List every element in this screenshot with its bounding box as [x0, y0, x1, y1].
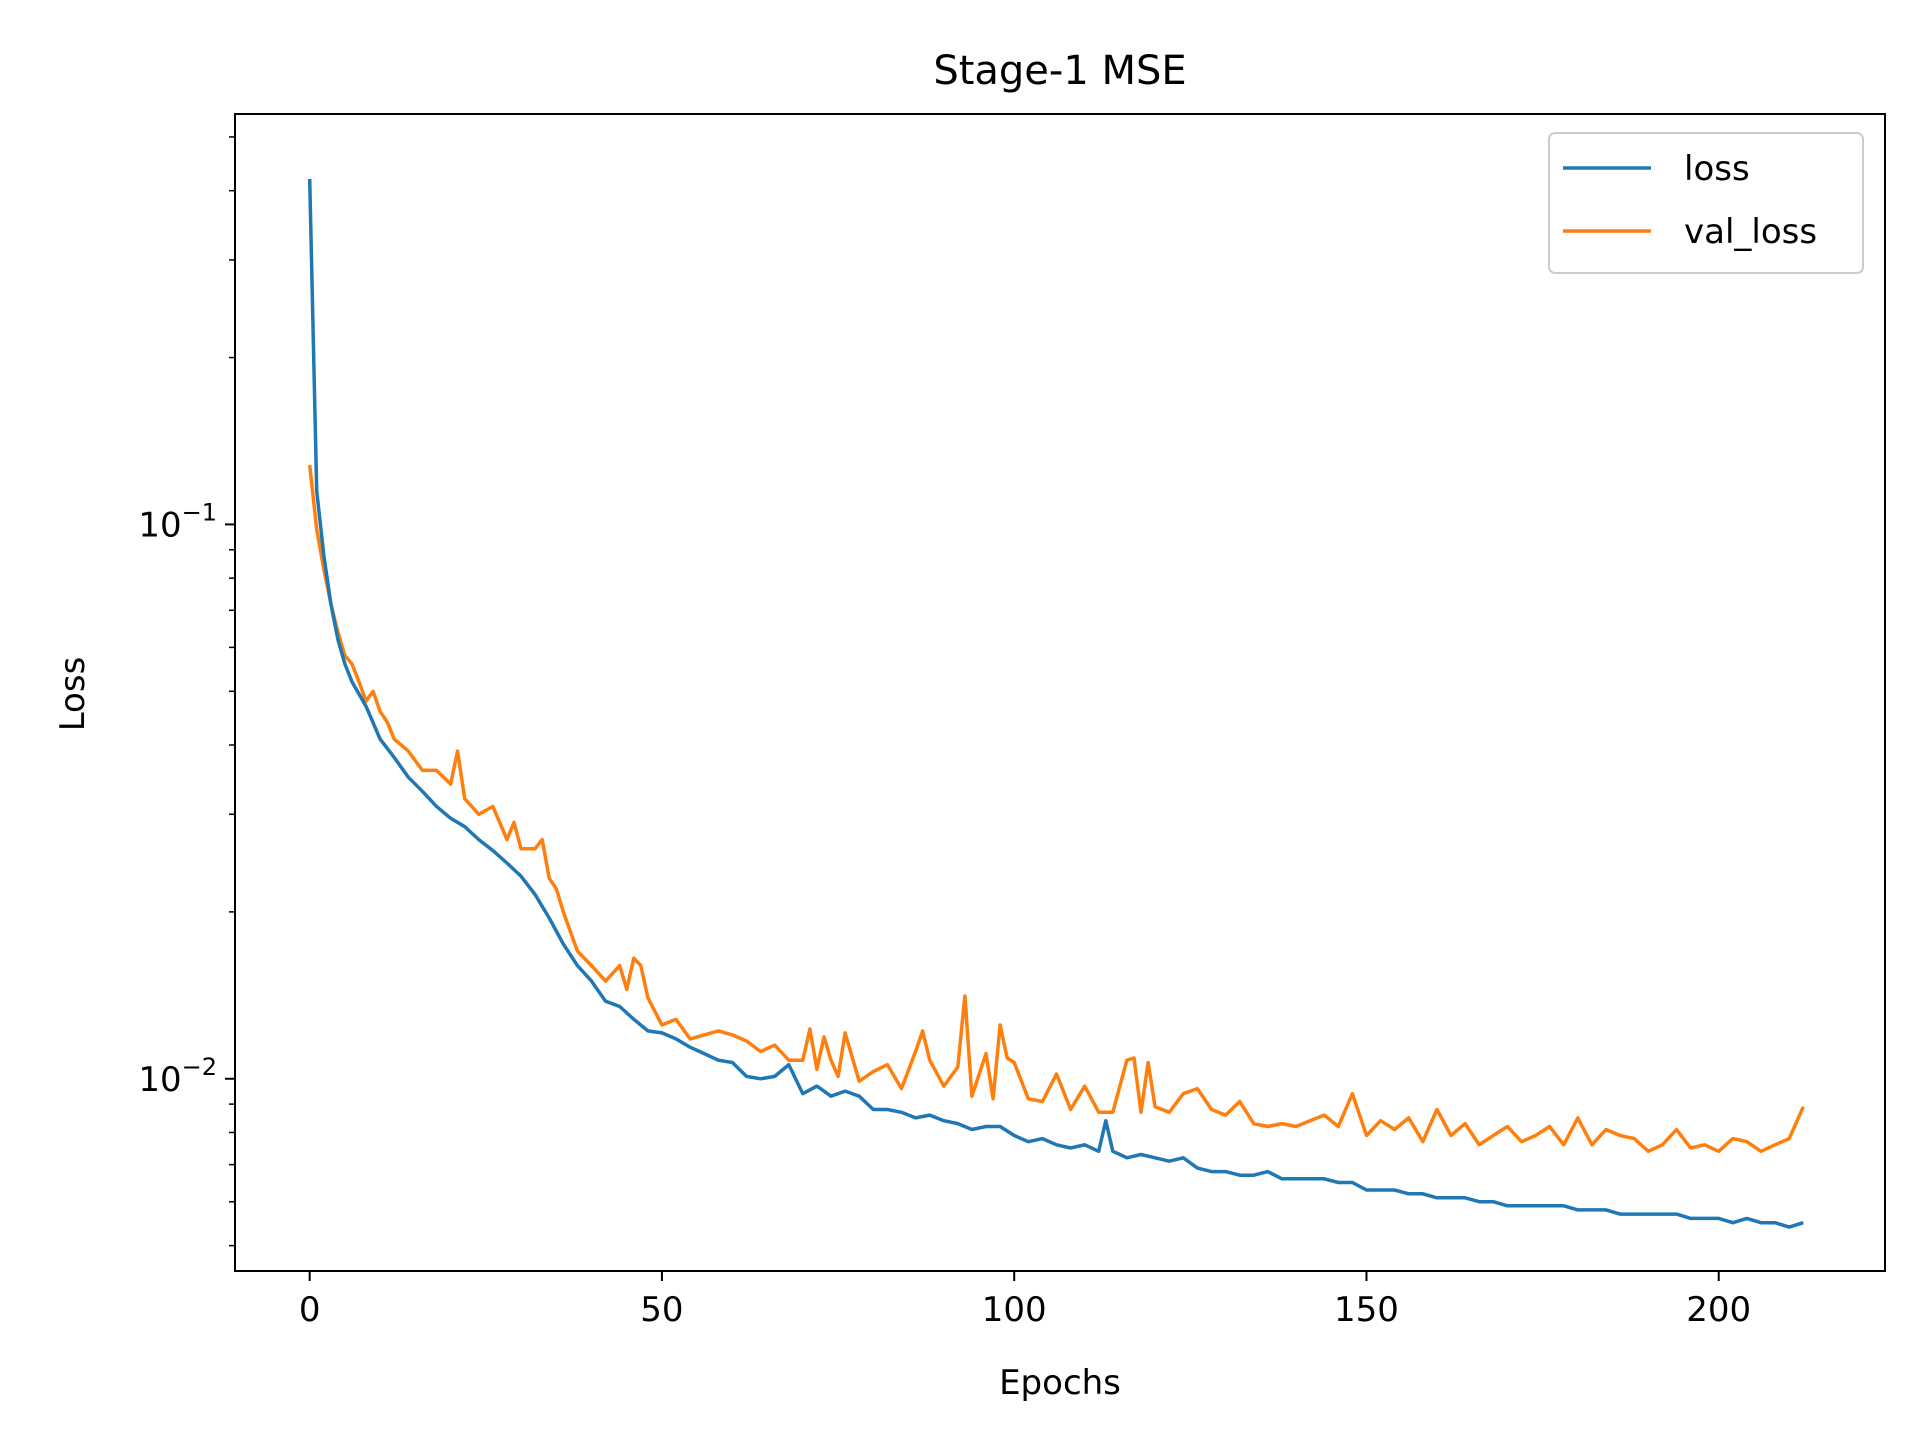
series-line-loss	[307, 178, 1804, 1229]
x-tick-label-100: 100	[982, 1290, 1047, 1330]
legend: loss val_loss	[1548, 132, 1864, 274]
y-major-ticks: 10−1 10−2	[138, 498, 235, 1100]
x-tick-label-150: 150	[1334, 1290, 1399, 1330]
x-ticks: 0 50 100 150 200	[299, 1271, 1751, 1330]
x-tick-label-50: 50	[640, 1290, 683, 1330]
y-axis-label: Loss	[53, 657, 93, 732]
y-tick-label-0: 10−1	[138, 498, 217, 545]
chart-title: Stage-1 MSE	[933, 48, 1186, 94]
x-tick-label-200: 200	[1686, 1290, 1751, 1330]
x-axis-label: Epochs	[999, 1363, 1121, 1403]
plot-frame	[234, 113, 1886, 1272]
x-tick-label-0: 0	[299, 1290, 321, 1330]
y-tick-label-1: 10−2	[138, 1053, 217, 1100]
series-line-val-loss	[307, 464, 1805, 1154]
series-layer	[307, 178, 1805, 1229]
legend-val-loss-label: val_loss	[1684, 212, 1817, 252]
legend-loss-label: loss	[1684, 149, 1750, 189]
